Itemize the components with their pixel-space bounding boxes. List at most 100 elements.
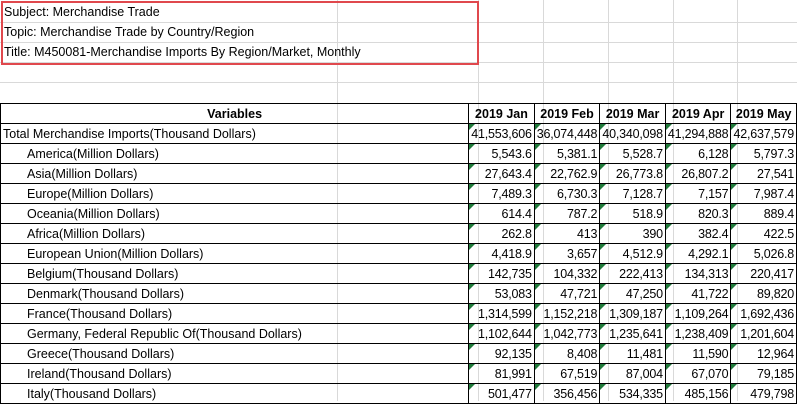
value-cell[interactable]: 382.4 [664, 223, 732, 244]
table-row: Germany, Federal Republic Of(Thousand Do… [0, 323, 797, 344]
variable-label-cell[interactable]: Belgium(Thousand Dollars) [0, 263, 470, 284]
column-header-month[interactable]: 2019 Mar [599, 103, 666, 124]
row-divider [0, 22, 797, 23]
row-divider [0, 62, 797, 63]
table-row: Europe(Million Dollars) 7,489.3 6,730.3 7,1… [0, 183, 797, 204]
variable-label-cell[interactable]: Italy(Thousand Dollars) [0, 383, 470, 404]
variable-label-cell[interactable]: Oceania(Million Dollars) [0, 203, 470, 224]
topic-cell[interactable]: Topic: Merchandise Trade by Country/Regi… [4, 25, 255, 39]
value-cell[interactable]: 6,730.3 [533, 183, 601, 204]
value-cell[interactable]: 79,185 [730, 363, 797, 384]
value-cell[interactable]: 104,332 [533, 263, 601, 284]
variable-label-cell[interactable]: Germany, Federal Republic Of(Thousand Do… [0, 323, 470, 344]
value-cell[interactable]: 4,292.1 [664, 243, 732, 264]
column-header-month[interactable]: 2019 Apr [664, 103, 732, 124]
value-cell[interactable]: 222,413 [599, 263, 666, 284]
value-cell[interactable]: 89,820 [730, 283, 797, 304]
value-cell[interactable]: 27,643.4 [468, 163, 535, 184]
variable-label-cell[interactable]: Asia(Million Dollars) [0, 163, 470, 184]
value-cell[interactable]: 534,335 [599, 383, 666, 404]
value-cell[interactable]: 41,553,606 [468, 123, 535, 144]
value-cell[interactable]: 479,798 [730, 383, 797, 404]
value-cell[interactable]: 518.9 [599, 203, 666, 224]
value-cell[interactable]: 1,102,644 [468, 323, 535, 344]
value-cell[interactable]: 1,314,599 [468, 303, 535, 324]
value-cell[interactable]: 1,201,604 [730, 323, 797, 344]
value-cell[interactable]: 5,381.1 [533, 143, 601, 164]
value-cell[interactable]: 1,309,187 [599, 303, 666, 324]
table-row: Oceania(Million Dollars) 614.4 787.2 518.9 8… [0, 203, 797, 224]
variable-label-cell[interactable]: Greece(Thousand Dollars) [0, 343, 470, 364]
value-cell[interactable]: 11,481 [599, 343, 666, 364]
table-row: Greece(Thousand Dollars) 92,135 8,408 11,48… [0, 343, 797, 364]
column-header-month[interactable]: 2019 Jan [468, 103, 535, 124]
value-cell[interactable]: 1,109,264 [664, 303, 732, 324]
value-cell[interactable]: 422.5 [730, 223, 797, 244]
value-cell[interactable]: 6,128 [664, 143, 732, 164]
value-cell[interactable]: 262.8 [468, 223, 535, 244]
value-cell[interactable]: 390 [599, 223, 666, 244]
value-cell[interactable]: 1,235,641 [599, 323, 666, 344]
value-cell[interactable]: 36,074,448 [533, 123, 601, 144]
value-cell[interactable]: 22,762.9 [533, 163, 601, 184]
variable-label-cell[interactable]: Europe(Million Dollars) [0, 183, 470, 204]
variable-label-cell[interactable]: Denmark(Thousand Dollars) [0, 283, 470, 304]
variable-label-cell[interactable]: Total Merchandise Imports(Thousand Dolla… [0, 123, 470, 144]
value-cell[interactable]: 67,070 [664, 363, 732, 384]
value-cell[interactable]: 820.3 [664, 203, 732, 224]
value-cell[interactable]: 413 [533, 223, 601, 244]
value-cell[interactable]: 5,528.7 [599, 143, 666, 164]
title-cell[interactable]: Title: M450081-Merchandise Imports By Re… [4, 45, 361, 59]
variable-label-cell[interactable]: France(Thousand Dollars) [0, 303, 470, 324]
variable-label-cell[interactable]: Ireland(Thousand Dollars) [0, 363, 470, 384]
table-row: France(Thousand Dollars) 1,314,599 1,152,2… [0, 303, 797, 324]
value-cell[interactable]: 1,042,773 [533, 323, 601, 344]
variable-label-cell[interactable]: Africa(Million Dollars) [0, 223, 470, 244]
value-cell[interactable]: 41,722 [664, 283, 732, 304]
value-cell[interactable]: 26,773.8 [599, 163, 666, 184]
value-cell[interactable]: 1,152,218 [533, 303, 601, 324]
value-cell[interactable]: 787.2 [533, 203, 601, 224]
value-cell[interactable]: 889.4 [730, 203, 797, 224]
value-cell[interactable]: 4,418.9 [468, 243, 535, 264]
value-cell[interactable]: 7,987.4 [730, 183, 797, 204]
value-cell[interactable]: 11,590 [664, 343, 732, 364]
value-cell[interactable]: 53,083 [468, 283, 535, 304]
value-cell[interactable]: 7,128.7 [599, 183, 666, 204]
value-cell[interactable]: 8,408 [533, 343, 601, 364]
value-cell[interactable]: 142,735 [468, 263, 535, 284]
value-cell[interactable]: 220,417 [730, 263, 797, 284]
value-cell[interactable]: 41,294,888 [664, 123, 732, 144]
value-cell[interactable]: 7,157 [664, 183, 732, 204]
value-cell[interactable]: 67,519 [533, 363, 601, 384]
value-cell[interactable]: 5,026.8 [730, 243, 797, 264]
table-row: America(Million Dollars) 5,543.6 5,381.1 5,… [0, 143, 797, 164]
value-cell[interactable]: 26,807.2 [664, 163, 732, 184]
column-header-variables[interactable]: Variables [0, 103, 470, 124]
value-cell[interactable]: 134,313 [664, 263, 732, 284]
value-cell[interactable]: 47,721 [533, 283, 601, 304]
value-cell[interactable]: 87,004 [599, 363, 666, 384]
column-header-month[interactable]: 2019 Feb [533, 103, 601, 124]
value-cell[interactable]: 356,456 [533, 383, 601, 404]
value-cell[interactable]: 42,637,579 [730, 123, 797, 144]
column-header-month[interactable]: 2019 May [730, 103, 797, 124]
value-cell[interactable]: 40,340,098 [599, 123, 666, 144]
value-cell[interactable]: 5,797.3 [730, 143, 797, 164]
value-cell[interactable]: 81,991 [468, 363, 535, 384]
value-cell[interactable]: 5,543.6 [468, 143, 535, 164]
value-cell[interactable]: 1,238,409 [664, 323, 732, 344]
value-cell[interactable]: 12,964 [730, 343, 797, 364]
variable-label-cell[interactable]: America(Million Dollars) [0, 143, 470, 164]
header-row: Variables 2019 Jan 2019 Feb 2019 Mar 201… [0, 103, 797, 124]
value-cell[interactable]: 3,657 [533, 243, 601, 264]
value-cell[interactable]: 4,512.9 [599, 243, 666, 264]
value-cell[interactable]: 47,250 [599, 283, 666, 304]
value-cell[interactable]: 27,541 [730, 163, 797, 184]
value-cell[interactable]: 92,135 [468, 343, 535, 364]
value-cell[interactable]: 614.4 [468, 203, 535, 224]
variable-label-cell[interactable]: European Union(Million Dollars) [0, 243, 470, 264]
value-cell[interactable]: 1,692,436 [730, 303, 797, 324]
subject-cell[interactable]: Subject: Merchandise Trade [4, 5, 160, 19]
value-cell[interactable]: 7,489.3 [468, 183, 535, 204]
